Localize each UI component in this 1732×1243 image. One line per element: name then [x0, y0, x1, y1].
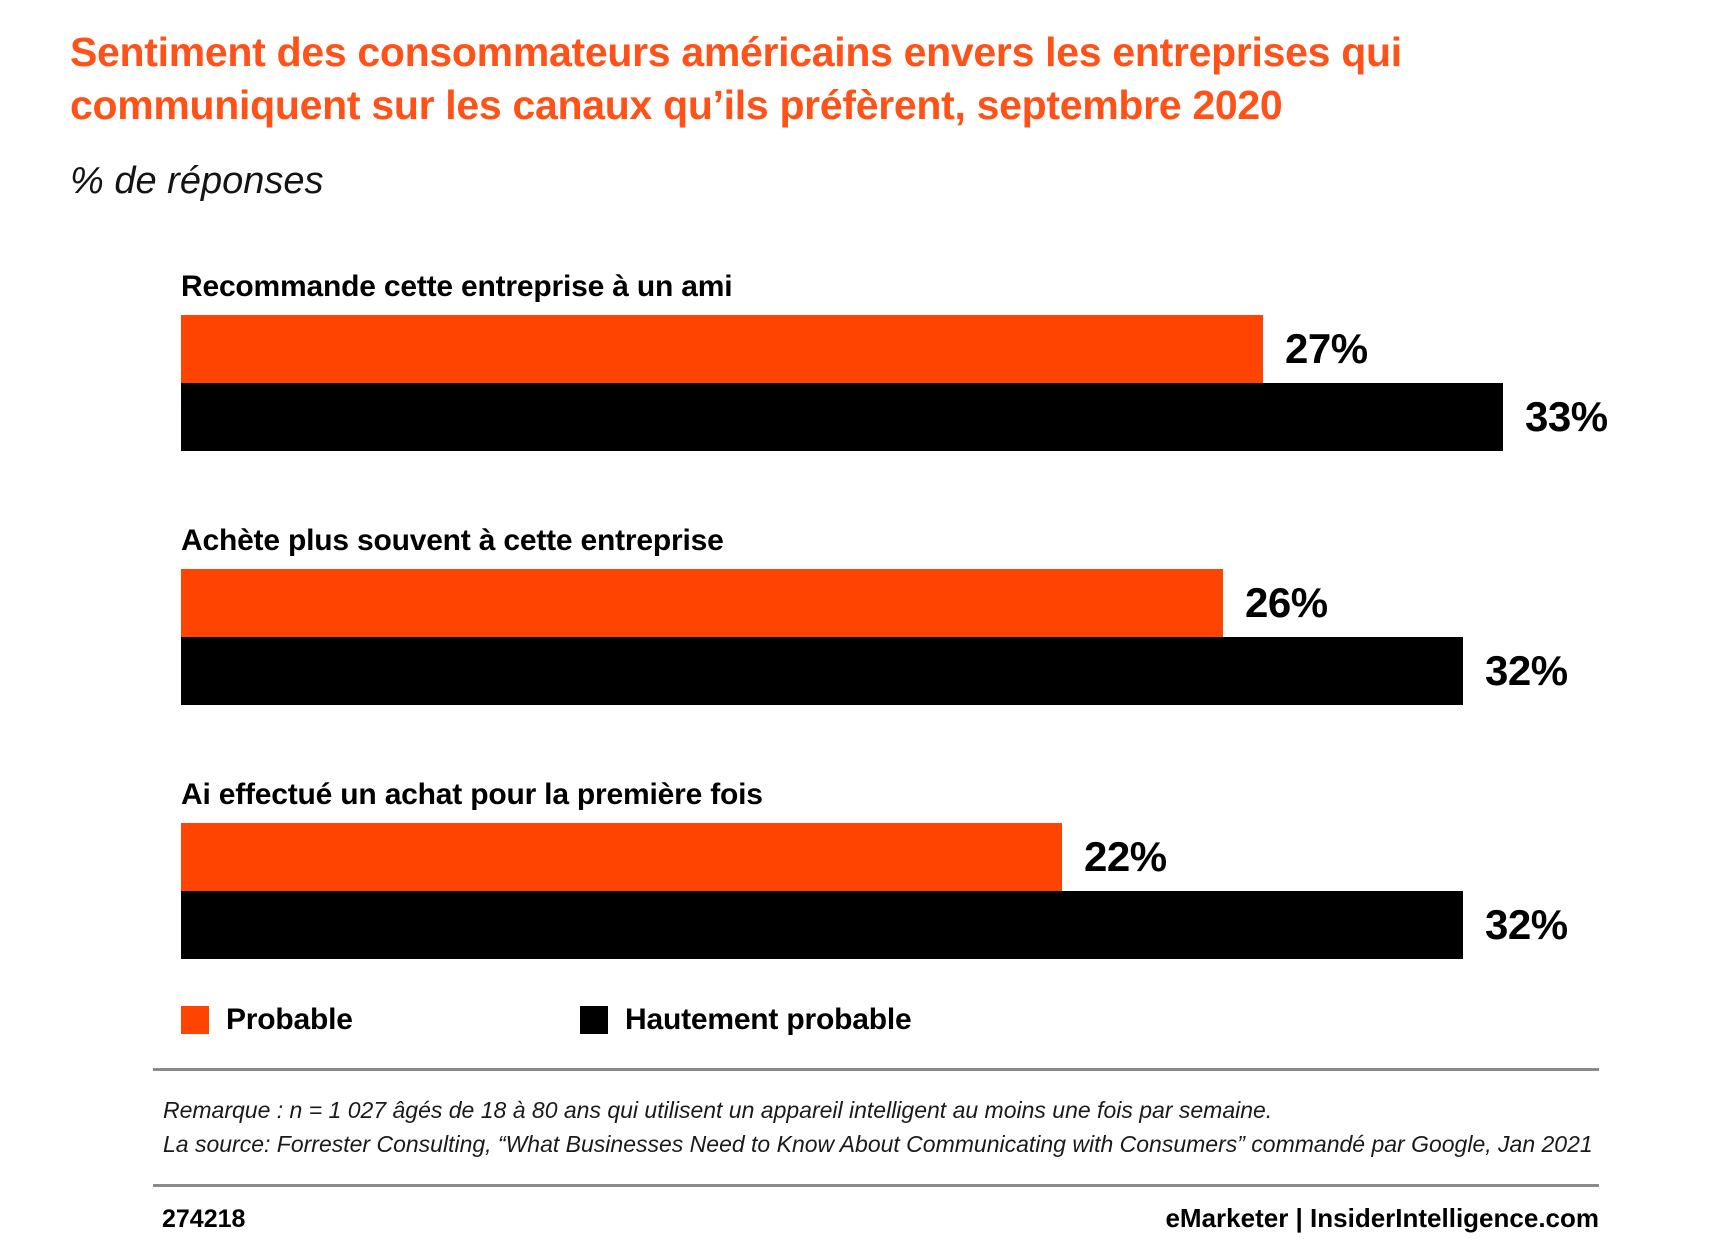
legend-item-hautement-probable: Hautement probable: [580, 1003, 912, 1037]
legend-swatch-probable-icon: [181, 1006, 209, 1035]
page-footer: 274218 eMarketer | InsiderIntelligence.c…: [162, 1203, 1599, 1234]
footnotes: Remarque : n = 1 027 âgés de 18 à 80 ans…: [163, 1093, 1603, 1161]
bar-row-hautement-probable: 33%: [181, 383, 1732, 452]
page-title-line-2: communiquent sur les canaux qu’ils préfè…: [70, 82, 1283, 129]
category-label: Recommande cette entreprise à un ami: [181, 270, 733, 304]
bar-hautement-probable: [181, 891, 1463, 960]
bar-probable: [181, 823, 1062, 892]
bar-group-achete: Achète plus souvent à cette entreprise 2…: [181, 522, 1732, 706]
value-label-probable: 27%: [1285, 325, 1368, 373]
divider-top: [153, 1068, 1599, 1072]
value-label-probable: 26%: [1245, 579, 1328, 627]
note-source: La source: Forrester Consulting, “What B…: [163, 1131, 1593, 1158]
chart-subtitle: % de réponses: [70, 159, 324, 202]
legend-swatch-hautement-probable-icon: [580, 1006, 608, 1035]
bar-probable: [181, 569, 1223, 638]
legend-label-hautement-probable: Hautement probable: [625, 1003, 912, 1037]
bar-chart: Recommande cette entreprise à un ami 27%…: [181, 268, 1732, 960]
value-label-hautement-probable: 32%: [1485, 647, 1568, 695]
page-title: Sentiment des consommateurs américains e…: [70, 26, 1732, 133]
note-remark: Remarque : n = 1 027 âgés de 18 à 80 ans…: [163, 1097, 1273, 1124]
bar-hautement-probable: [181, 637, 1463, 706]
bar-probable: [181, 315, 1263, 384]
legend-label-probable: Probable: [226, 1003, 353, 1037]
bar-row-hautement-probable: 32%: [181, 637, 1732, 706]
legend-item-probable: Probable: [181, 1003, 580, 1037]
bar-row-hautement-probable: 32%: [181, 891, 1732, 960]
category-label: Achète plus souvent à cette entreprise: [181, 524, 724, 558]
chart-header: Sentiment des consommateurs américains e…: [0, 0, 1732, 204]
bar-group-recommande: Recommande cette entreprise à un ami 27%…: [181, 268, 1732, 452]
category-label: Ai effectué un achat pour la première fo…: [181, 778, 763, 812]
bar-row-probable: 26%: [181, 569, 1732, 638]
bar-hautement-probable: [181, 383, 1503, 452]
bar-row-probable: 22%: [181, 823, 1732, 892]
bar-row-probable: 27%: [181, 315, 1732, 384]
bar-group-achat-premiere-fois: Ai effectué un achat pour la première fo…: [181, 776, 1732, 960]
value-label-probable: 22%: [1084, 833, 1167, 881]
chart-legend: Probable Hautement probable: [181, 1003, 1732, 1037]
page-title-line-1: Sentiment des consommateurs américains e…: [70, 29, 1402, 75]
brand-footer: eMarketer | InsiderIntelligence.com: [1165, 1203, 1599, 1234]
divider-bottom: [153, 1184, 1599, 1188]
chart-id: 274218: [162, 1205, 246, 1234]
value-label-hautement-probable: 33%: [1525, 393, 1608, 441]
value-label-hautement-probable: 32%: [1485, 901, 1568, 949]
